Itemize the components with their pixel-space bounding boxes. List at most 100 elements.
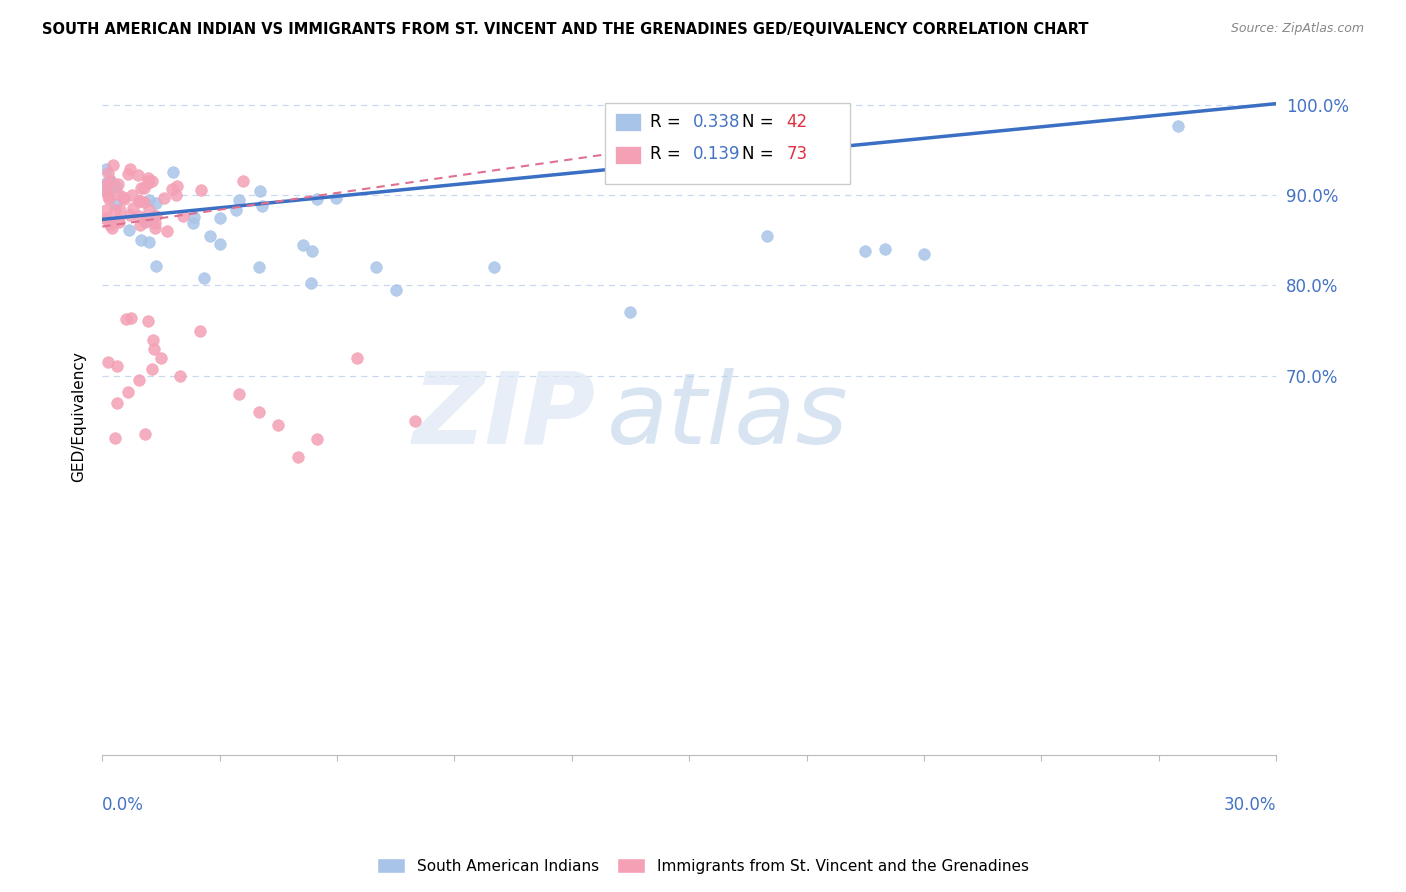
Point bbox=[94, 184, 117, 198]
Point bbox=[325, 191, 347, 205]
Point bbox=[873, 242, 896, 256]
Text: ZIP: ZIP bbox=[412, 368, 595, 465]
Point bbox=[98, 218, 121, 232]
Point bbox=[208, 211, 231, 225]
Point bbox=[97, 355, 120, 369]
Point bbox=[108, 215, 131, 229]
Point bbox=[98, 173, 121, 187]
Point bbox=[143, 216, 166, 230]
Point bbox=[141, 362, 163, 376]
Text: 30.0%: 30.0% bbox=[1223, 796, 1277, 814]
Point bbox=[756, 228, 779, 243]
Text: R =: R = bbox=[651, 112, 686, 130]
Point bbox=[198, 229, 221, 244]
Point bbox=[165, 187, 187, 202]
Y-axis label: GED/Equivalency: GED/Equivalency bbox=[72, 351, 86, 482]
Point bbox=[169, 368, 191, 383]
Point bbox=[301, 244, 323, 259]
Point bbox=[152, 191, 174, 205]
Point bbox=[111, 189, 134, 203]
Point bbox=[138, 194, 160, 208]
Point bbox=[129, 194, 152, 208]
Point bbox=[143, 209, 166, 223]
Point bbox=[97, 166, 120, 180]
Point bbox=[138, 174, 160, 188]
Point bbox=[1167, 120, 1189, 134]
Point bbox=[94, 161, 117, 176]
Point bbox=[142, 333, 165, 347]
Point bbox=[247, 260, 270, 275]
Point bbox=[291, 237, 314, 252]
Point bbox=[912, 246, 935, 260]
Point bbox=[228, 386, 250, 401]
Point bbox=[183, 210, 205, 224]
Point bbox=[482, 260, 505, 275]
Point bbox=[252, 199, 274, 213]
Point bbox=[121, 202, 143, 216]
Point bbox=[103, 178, 125, 192]
Point bbox=[128, 209, 150, 223]
Point bbox=[98, 173, 121, 187]
Point bbox=[107, 177, 129, 191]
Point bbox=[104, 431, 127, 445]
Point bbox=[267, 418, 290, 433]
Point bbox=[94, 178, 117, 192]
Point bbox=[128, 373, 150, 387]
Point bbox=[181, 216, 204, 230]
Point bbox=[160, 182, 183, 196]
Point bbox=[307, 193, 329, 207]
Point bbox=[404, 414, 426, 428]
Point bbox=[128, 194, 150, 209]
Point bbox=[132, 181, 155, 195]
Point bbox=[121, 187, 143, 202]
Point bbox=[104, 202, 127, 217]
Point bbox=[118, 162, 141, 177]
Point bbox=[94, 202, 117, 217]
Point bbox=[101, 221, 124, 235]
Point bbox=[143, 221, 166, 235]
Point bbox=[141, 173, 163, 187]
Point bbox=[193, 271, 215, 285]
Point bbox=[94, 211, 117, 225]
Text: N =: N = bbox=[742, 145, 779, 163]
Point bbox=[299, 276, 322, 290]
Point bbox=[105, 180, 128, 194]
Point bbox=[105, 396, 128, 410]
Point bbox=[145, 195, 167, 210]
Point bbox=[172, 209, 194, 223]
Point bbox=[228, 193, 250, 207]
Point bbox=[188, 324, 211, 338]
Text: SOUTH AMERICAN INDIAN VS IMMIGRANTS FROM ST. VINCENT AND THE GRENADINES GED/EQUI: SOUTH AMERICAN INDIAN VS IMMIGRANTS FROM… bbox=[42, 22, 1088, 37]
Point bbox=[136, 314, 159, 328]
Point bbox=[346, 351, 368, 365]
Point bbox=[134, 215, 156, 229]
Point bbox=[138, 171, 160, 186]
Text: 0.338: 0.338 bbox=[693, 112, 740, 130]
Point bbox=[287, 450, 309, 464]
Point bbox=[162, 165, 184, 179]
Text: 73: 73 bbox=[786, 145, 807, 163]
Point bbox=[120, 209, 142, 223]
Point bbox=[145, 259, 167, 273]
Point bbox=[97, 192, 120, 206]
Point bbox=[232, 174, 254, 188]
Text: atlas: atlas bbox=[607, 368, 849, 465]
Point bbox=[135, 214, 157, 228]
Point bbox=[225, 203, 247, 218]
Bar bbox=[616, 113, 641, 131]
Text: 42: 42 bbox=[786, 112, 807, 130]
Point bbox=[129, 219, 152, 233]
Point bbox=[103, 157, 125, 171]
Point bbox=[190, 183, 212, 197]
FancyBboxPatch shape bbox=[605, 103, 851, 184]
Point bbox=[307, 432, 329, 446]
Point bbox=[142, 342, 165, 356]
Point bbox=[117, 167, 139, 181]
Point bbox=[118, 222, 141, 236]
Text: Source: ZipAtlas.com: Source: ZipAtlas.com bbox=[1230, 22, 1364, 36]
Point bbox=[115, 311, 138, 326]
Text: N =: N = bbox=[742, 112, 779, 130]
Point bbox=[112, 192, 135, 206]
Point bbox=[384, 283, 406, 297]
Point bbox=[249, 184, 271, 198]
